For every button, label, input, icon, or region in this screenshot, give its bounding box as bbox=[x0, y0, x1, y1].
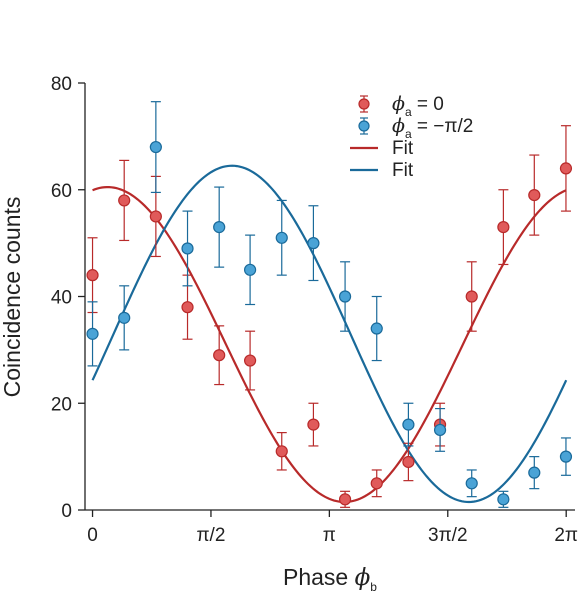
data-point bbox=[433, 423, 447, 437]
data-point bbox=[243, 263, 257, 276]
legend-label: Fit bbox=[392, 138, 414, 159]
legend-label: ϕa = −π/2 bbox=[392, 115, 473, 141]
x-tick-label: π/2 bbox=[196, 525, 225, 546]
y-tick-label: 60 bbox=[51, 181, 72, 202]
y-tick-label: 40 bbox=[51, 288, 72, 309]
x-ticks: 0 π/2 π 3π/2 2π bbox=[87, 510, 578, 546]
data-point bbox=[497, 221, 510, 234]
data-point bbox=[465, 290, 478, 303]
x-tick-label: 0 bbox=[87, 525, 98, 546]
legend-subscript: a bbox=[405, 127, 412, 141]
data-point bbox=[86, 269, 99, 282]
data-point bbox=[338, 290, 352, 303]
y-ticks: 0 20 40 60 80 bbox=[51, 74, 85, 522]
legend-label: Fit bbox=[392, 160, 414, 181]
y-tick-label: 80 bbox=[51, 74, 72, 95]
data-point bbox=[307, 418, 320, 431]
fit-lines bbox=[91, 164, 568, 504]
data-point bbox=[338, 493, 352, 506]
data-point bbox=[213, 221, 226, 234]
data-point bbox=[559, 450, 573, 463]
x-axis-title-subscript: b bbox=[370, 580, 377, 594]
data-point bbox=[402, 418, 415, 431]
y-tick-label: 20 bbox=[51, 394, 72, 415]
data-point bbox=[559, 162, 573, 175]
x-tick-label: 3π/2 bbox=[428, 525, 468, 546]
data-point bbox=[370, 322, 383, 335]
data-point bbox=[465, 477, 478, 490]
legend-marker bbox=[358, 98, 370, 110]
x-axis-title-symbol: ϕ bbox=[355, 565, 371, 591]
data-point bbox=[181, 242, 194, 255]
data-point bbox=[307, 237, 320, 250]
x-tick-label: 2π bbox=[554, 525, 578, 546]
data-point bbox=[213, 349, 226, 362]
x-axis-title-text: Phase bbox=[283, 564, 355, 590]
data-point bbox=[149, 140, 162, 154]
y-axis-title: Coincidence counts bbox=[0, 197, 25, 398]
y-tick-label: 0 bbox=[61, 501, 72, 522]
legend-marker bbox=[358, 120, 370, 132]
data-point bbox=[118, 311, 131, 324]
data-point bbox=[86, 327, 99, 340]
legend-symbol: ϕ bbox=[392, 93, 405, 115]
legend-symbol: ϕ bbox=[392, 115, 405, 137]
x-axis-title: Phase ϕb bbox=[283, 564, 377, 594]
data-point bbox=[370, 477, 383, 490]
legend-suffix: = −π/2 bbox=[412, 116, 474, 137]
legend-suffix: = 0 bbox=[412, 94, 444, 115]
x-tick-label: π bbox=[323, 525, 336, 546]
data-point bbox=[275, 445, 288, 458]
data-point bbox=[118, 194, 131, 207]
data-point bbox=[243, 354, 257, 367]
data-points bbox=[86, 101, 573, 508]
data-point bbox=[528, 188, 541, 202]
data-point bbox=[402, 455, 415, 469]
data-point bbox=[181, 301, 194, 314]
data-point bbox=[149, 210, 162, 223]
data-point bbox=[528, 466, 541, 479]
legend-subscript: a bbox=[405, 105, 412, 119]
data-point bbox=[275, 231, 288, 244]
fit-line bbox=[91, 164, 568, 504]
data-point bbox=[497, 493, 510, 506]
legend-label: ϕa = 0 bbox=[392, 93, 444, 119]
fit-line bbox=[92, 185, 567, 504]
